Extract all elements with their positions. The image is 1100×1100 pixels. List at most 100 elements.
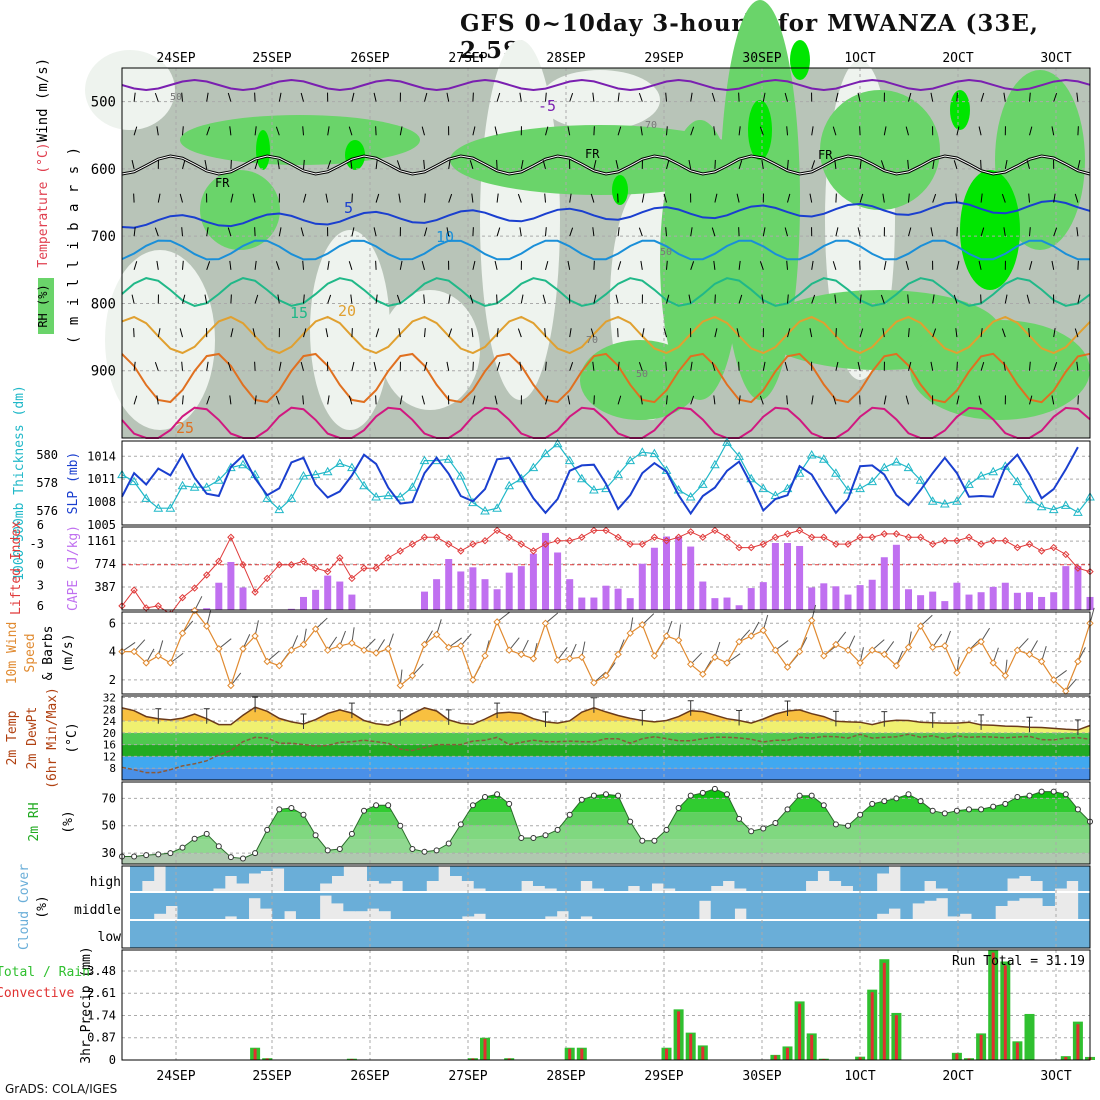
- rh2m-point: [820, 802, 827, 809]
- lifted-tick-label: 6: [37, 518, 44, 532]
- cape-bar: [505, 572, 513, 610]
- wind-barb: [179, 193, 183, 203]
- thickness-point: [274, 504, 285, 514]
- wind-barb: [303, 294, 305, 304]
- top-date-label: 28SEP: [546, 51, 585, 66]
- isotherm-label: -5: [538, 97, 556, 115]
- thickness-point: [939, 498, 950, 508]
- wind-barb: [275, 395, 280, 405]
- slp-frame: [121, 440, 1091, 526]
- wind-barb: [351, 227, 355, 237]
- cloud-cell-low: [284, 921, 297, 948]
- cloud-cell-middle: [284, 893, 297, 912]
- thickness-point: [443, 454, 454, 463]
- cloud-cell-low: [592, 921, 605, 948]
- wind-barb-10m: [1017, 638, 1029, 651]
- wind-barb-10m: [460, 633, 472, 647]
- slp-tick-label: 1008: [87, 495, 116, 509]
- lifted-index-point: [1001, 537, 1010, 545]
- cloud-cell-high: [746, 866, 759, 891]
- thickness-point: [722, 437, 732, 446]
- lifted-index-point: [977, 540, 985, 548]
- wind-barb: [955, 328, 958, 338]
- lifted-index-point: [142, 604, 150, 612]
- thickness-point: [1073, 507, 1083, 516]
- cloud-cell-low: [544, 921, 558, 948]
- wind-barb: [278, 92, 282, 102]
- lifted-index-point: [650, 533, 659, 541]
- cloud-cell-middle: [829, 893, 842, 919]
- cape-bar: [917, 595, 925, 610]
- lifted-index-point: [807, 533, 816, 541]
- cloud-cell-low: [734, 921, 747, 948]
- wind-barb: [1003, 361, 1006, 371]
- cloud-cell-low: [876, 921, 890, 948]
- pressure-axis-title: ( m i l l i b a r s ): [66, 146, 82, 344]
- wind-barb-10m: [545, 612, 559, 624]
- cloud-cell-low: [1066, 921, 1079, 948]
- cape-bar: [457, 571, 465, 610]
- rh2m-point: [482, 794, 488, 801]
- rh2m-point: [203, 830, 210, 837]
- wind-axis-title: Wind (m/s): [35, 58, 51, 142]
- wind-barb: [351, 361, 355, 371]
- rh-contour-label: 50: [636, 369, 648, 380]
- wind-barb-10m: [920, 614, 933, 627]
- cloud-cell-low: [663, 921, 676, 948]
- bottom-date-label: 26SEP: [350, 1069, 389, 1084]
- freezing-label: FR: [585, 147, 600, 161]
- precip-convective-bar: [967, 1058, 971, 1060]
- rh2m-frame: [121, 781, 1091, 865]
- cloud-cell-middle: [165, 893, 178, 906]
- rh2m-point: [457, 821, 464, 828]
- wind-barb: [181, 361, 183, 371]
- lifted-index-point: [239, 561, 247, 569]
- thickness-point: [843, 484, 853, 494]
- temp-axis-title: (°C): [65, 722, 80, 753]
- cloud-cell-middle: [592, 893, 605, 919]
- wind-barb: [278, 361, 282, 371]
- rh2m-point: [252, 850, 259, 857]
- wind-speed-point: [178, 629, 187, 637]
- rh2m-point: [651, 837, 658, 844]
- lifted-index-point: [348, 574, 356, 583]
- wind-barb: [181, 92, 183, 102]
- cloud-cell-high: [675, 866, 688, 891]
- wind-speed-point: [1074, 657, 1082, 666]
- cloud-cell-high: [544, 866, 558, 889]
- rh2m-point: [857, 811, 864, 818]
- cloud-cell-low: [1030, 921, 1044, 948]
- cloud-level-label: middle: [74, 903, 121, 918]
- cape-bar: [759, 582, 767, 610]
- precip-convective-bar: [894, 1015, 898, 1060]
- isotherm-label: 10: [436, 228, 454, 246]
- wind-barb: [396, 294, 401, 304]
- cloud-cell-low: [224, 921, 238, 948]
- thickness-point: [213, 475, 224, 484]
- wind-speed-point: [699, 670, 707, 678]
- wind-barb: [300, 92, 304, 102]
- thickness-point: [226, 462, 236, 472]
- wind-axis-title: (m/s): [61, 633, 76, 672]
- cloud-cell-middle: [651, 893, 664, 919]
- wind-barb: [569, 328, 572, 338]
- rh2m-point: [627, 818, 634, 825]
- rh-contour-label: 70: [645, 120, 657, 131]
- wind-barb: [787, 193, 791, 203]
- rh2m-axis-unit: (%): [61, 810, 76, 833]
- top-date-label: 24SEP: [156, 51, 195, 66]
- thickness-point: [480, 505, 490, 515]
- cloud-cell-low: [307, 921, 321, 948]
- wind-barb: [446, 227, 450, 237]
- wind-barb: [1026, 160, 1030, 170]
- wind-barb: [761, 159, 764, 169]
- precip-convective-bar: [1015, 1042, 1019, 1060]
- rh2m-point: [1038, 788, 1045, 795]
- cape-bar: [771, 543, 779, 610]
- wind-barb: [641, 193, 645, 203]
- wind-barb: [663, 193, 667, 203]
- rh2m-point: [990, 803, 997, 810]
- cloud-cell-low: [201, 921, 214, 948]
- wind-barb: [978, 395, 982, 405]
- temp-tick-label: 8: [109, 762, 116, 775]
